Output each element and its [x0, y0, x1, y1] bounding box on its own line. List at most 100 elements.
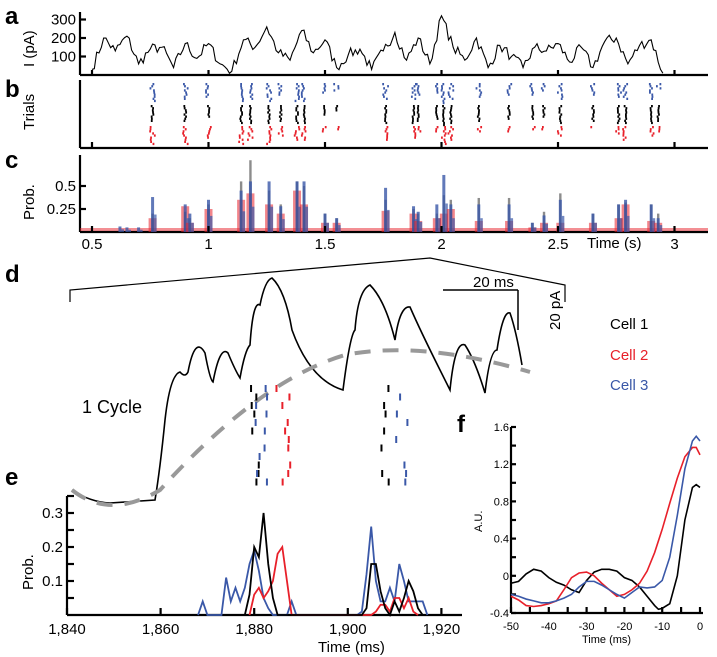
- panel-label-d: d: [5, 261, 20, 288]
- prob-bar-cell3: [649, 204, 653, 232]
- panel-a-y-tick-label: 300: [51, 12, 76, 29]
- prob-bar-cell3: [419, 221, 423, 232]
- panel-b-ylabel: Trials: [21, 94, 38, 130]
- prob-bar-cell3: [302, 181, 306, 232]
- prob-bar-cell3: [298, 206, 302, 232]
- prob-bar-cell3: [128, 229, 131, 232]
- panel-e-x-tick-label: 1,920: [423, 621, 461, 638]
- panel-e-y-tick-label: 0.1: [42, 573, 63, 590]
- panel-label-c: c: [5, 147, 18, 174]
- prob-bar-cell3: [295, 181, 299, 232]
- panel-f-x-tick-label: -20: [616, 621, 632, 633]
- panel-e-ylabel: Prob.: [20, 554, 37, 590]
- panel-f-y-tick-label: -0.4: [490, 608, 509, 620]
- legend-cell-1: Cell 1: [610, 316, 648, 333]
- prob-bar-cell3: [442, 174, 446, 232]
- prob-bar-cell3: [452, 218, 455, 232]
- panel-f-y-tick-label: 1.2: [494, 459, 509, 471]
- prob-bar-cell3: [533, 227, 537, 232]
- prob-bar-cell3: [207, 199, 210, 232]
- prob-bar-cell3: [412, 206, 416, 232]
- panel-f-line-cell-3: [510, 435, 701, 604]
- panel-d-raster: [250, 385, 409, 486]
- prob-bar-cell3: [558, 199, 562, 232]
- prob-bar-cell3: [151, 197, 155, 232]
- prob-bar-cell3: [140, 229, 143, 232]
- panel-f-x-tick-label: -30: [579, 621, 595, 633]
- prob-bar-cell3: [659, 225, 663, 232]
- panel-e-line-cell-3: [197, 526, 429, 616]
- panel-e-x-tick-label: 1,840: [48, 621, 86, 638]
- panel-c-x-tick-label: 2.5: [548, 236, 569, 253]
- panel-e-xlabel: Time (ms): [318, 639, 385, 656]
- panel-a-ylabel: I (pA): [21, 30, 38, 67]
- panel-e-y-tick-label: 0.3: [42, 505, 63, 522]
- prob-bar-cell3: [445, 203, 448, 232]
- prob-bar-cell3: [624, 199, 628, 232]
- panel-f-y-tick-label: 0: [503, 571, 509, 583]
- prob-bar-cell3: [248, 181, 252, 232]
- prob-bar-cell3: [338, 225, 341, 232]
- current-scale-label: 20 pA: [547, 291, 564, 330]
- panel-c-x-tick-label: 2: [437, 236, 445, 253]
- panel-a-y-tick-label: 100: [51, 49, 76, 66]
- prob-bar-cell3: [282, 219, 285, 232]
- time-scale-label: 20 ms: [473, 274, 514, 291]
- prob-bar-cell3: [188, 213, 192, 232]
- panel-f-x-tick-label: -40: [541, 621, 557, 633]
- prob-bar-cell3: [384, 187, 388, 232]
- panel-a-y-tick-label: 200: [51, 30, 76, 47]
- prob-bar-cell3: [507, 204, 511, 232]
- panel-label-e: e: [5, 464, 18, 491]
- panel-c-y-tick-label: 0.5: [55, 178, 76, 195]
- prob-bar-cell3: [542, 215, 546, 232]
- panel-e-x-tick-label: 1,900: [329, 621, 367, 638]
- panel-f-xlabel: Time (ms): [582, 634, 631, 646]
- prob-bar-cell3: [617, 204, 621, 232]
- panel-c-y-tick-label: 0.25: [47, 201, 76, 218]
- prob-bar-cell3: [530, 222, 534, 232]
- panel-f-x-tick-label: -10: [654, 621, 670, 633]
- prob-bar-cell3: [510, 218, 514, 232]
- panel-e-x-tick-label: 1,880: [235, 621, 273, 638]
- panel-c-x-tick-label: 1.5: [315, 236, 336, 253]
- prob-bar-cell3: [435, 204, 439, 232]
- prob-bar-cell3: [121, 229, 124, 232]
- prob-bar-cell3: [191, 222, 194, 232]
- membrane-current-trace: [71, 277, 523, 504]
- panel-label-b: b: [5, 76, 20, 103]
- prob-bar-cell3: [620, 218, 623, 232]
- panel-e-y-tick-label: 0.2: [42, 539, 63, 556]
- zoom-bracket: [69, 257, 566, 302]
- current-trace: [91, 14, 664, 75]
- prob-bar-cell3: [335, 218, 339, 232]
- prob-bar-cell3: [118, 226, 122, 232]
- legend-cell-2: Cell 2: [610, 347, 648, 364]
- prob-bar-cell3: [416, 211, 420, 232]
- prob-bar-cell3: [242, 211, 246, 232]
- panel-c-x-tick-label: 1: [204, 236, 212, 253]
- panel-f-y-tick-label: 1.6: [494, 422, 509, 434]
- prob-bar-cell3: [545, 223, 549, 232]
- prob-bar-cell3: [210, 215, 213, 232]
- prob-bar-cell3: [591, 213, 595, 232]
- legend-cell-3: Cell 3: [610, 377, 648, 394]
- panel-f-line-cell-1: [510, 483, 701, 611]
- prob-bar-cell3: [154, 214, 157, 232]
- panel-d: 20 ms 20 pA 1 Cycle Cell 1 Cell 2 Cell 3: [69, 257, 648, 507]
- prob-bar-cell3: [561, 215, 565, 232]
- panel-c-ylabel: Prob.: [21, 184, 38, 220]
- panel-f-x-tick-label: -50: [503, 621, 519, 633]
- prob-bar-cell3: [125, 227, 129, 232]
- cycle-label: 1 Cycle: [82, 397, 142, 417]
- panel-f-y-tick-label: 0.8: [494, 496, 509, 508]
- prob-bar-cell3: [326, 222, 329, 232]
- prob-bar-cell3: [627, 215, 630, 232]
- prob-bar-cell3: [267, 181, 271, 232]
- panel-f-x-tick-label: 0: [697, 621, 703, 633]
- panel-c-x-tick-label: 0.5: [82, 236, 103, 253]
- prob-bar-cell3: [438, 218, 441, 232]
- prob-bar-cell3: [594, 222, 597, 232]
